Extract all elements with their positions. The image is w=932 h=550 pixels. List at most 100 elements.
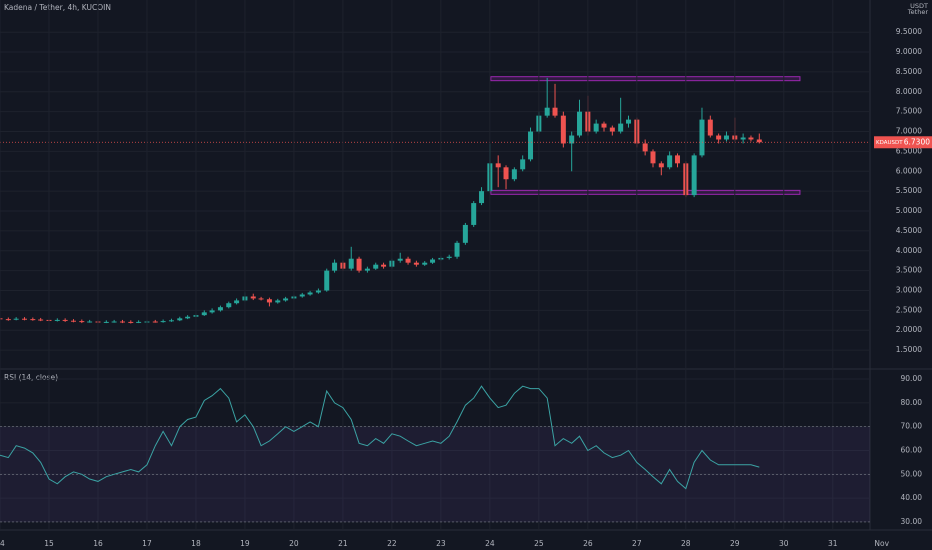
x-tick-label: 25 — [534, 539, 544, 548]
candle-body — [716, 135, 722, 140]
y-tick-label: 50.00 — [901, 469, 923, 478]
zone — [490, 189, 801, 195]
currency: USDT — [910, 2, 928, 10]
candle-body — [226, 303, 232, 308]
y-tick-label: 3.5000 — [896, 266, 922, 275]
candle-body — [54, 319, 60, 321]
candle-body — [650, 151, 656, 164]
x-tick-label: 31 — [828, 539, 838, 548]
candle-body — [87, 321, 93, 323]
symbol-label: KDAUSDT — [876, 140, 903, 146]
candle-body — [185, 316, 191, 319]
y-tick-label: 2.0000 — [896, 325, 922, 334]
y-tick-label: 3.0000 — [896, 286, 922, 295]
x-tick-label: Nov — [874, 539, 889, 548]
x-tick-label: 18 — [191, 539, 201, 548]
candle-body — [275, 300, 281, 303]
candle-body — [642, 143, 648, 152]
candle-body — [381, 264, 387, 267]
candle-body — [356, 258, 362, 271]
candle-body — [723, 135, 729, 140]
candle-body — [462, 224, 468, 243]
y-tick-label: 5.0000 — [896, 206, 922, 215]
y-tick-label: 2.5000 — [896, 305, 922, 314]
y-tick-label: 1.5000 — [896, 345, 922, 354]
candle-body — [593, 123, 599, 132]
candle-body — [70, 320, 76, 322]
candle-body — [373, 264, 379, 269]
y-tick-label: 30.00 — [901, 517, 923, 526]
candle-body — [250, 296, 256, 299]
candle-body — [748, 137, 754, 140]
x-tick-label: 16 — [93, 539, 103, 548]
candle-body — [528, 131, 534, 160]
candle-body — [62, 319, 68, 321]
x-tick-label: 29 — [730, 539, 740, 548]
candle-body — [625, 119, 631, 124]
rsi-line — [0, 385, 760, 490]
candle-body — [168, 320, 174, 322]
x-tick-label: 27 — [632, 539, 642, 548]
candle-body — [299, 294, 305, 297]
candle-body — [128, 321, 134, 323]
indicator-title: RSI (14, close) — [4, 373, 58, 382]
candle-body — [38, 319, 44, 321]
y-tick-label: 5.5000 — [896, 186, 922, 195]
x-tick-label: 17 — [142, 539, 152, 548]
candle-body — [258, 298, 264, 300]
candle-body — [324, 270, 330, 291]
candle-body — [454, 242, 460, 257]
chart-title: Kadena / Tether, 4h, KUCOIN — [4, 3, 111, 12]
price-label: 6.7300 — [904, 137, 930, 146]
y-tick-label: 9.5000 — [896, 27, 922, 36]
candle-body — [79, 321, 85, 323]
candle-body — [364, 268, 370, 271]
price-tag — [874, 136, 932, 149]
candle-body — [430, 259, 436, 263]
candle-body — [618, 123, 624, 132]
candle-body — [413, 262, 419, 265]
candle-body — [13, 318, 19, 320]
candle-body — [756, 139, 762, 143]
candle-body — [601, 123, 607, 128]
candle-body — [266, 299, 272, 303]
x-tick-label: 30 — [779, 539, 789, 548]
y-tick-label: 9.0000 — [896, 47, 922, 56]
candle-body — [495, 163, 501, 168]
candle-body — [560, 115, 566, 144]
candle-body — [30, 319, 36, 321]
candle-body — [315, 290, 321, 293]
candle-body — [577, 111, 583, 136]
candle-body — [119, 321, 125, 323]
x-tick-label: 20 — [289, 539, 299, 548]
y-tick-label: 70.00 — [901, 422, 923, 431]
candle-body — [699, 119, 705, 156]
candle-body — [348, 258, 354, 269]
candle-body — [471, 203, 477, 225]
candle-body — [609, 127, 615, 132]
candle-body — [307, 292, 313, 295]
candle-body — [707, 119, 713, 136]
x-tick-label: 28 — [681, 539, 691, 548]
candle-body — [674, 155, 680, 164]
candle-body — [479, 191, 485, 204]
zone — [490, 76, 801, 82]
y-tick-label: 8.0000 — [896, 87, 922, 96]
candle-body — [209, 310, 215, 313]
candle-body — [422, 262, 428, 265]
candle-body — [511, 169, 517, 180]
candle-body — [569, 135, 575, 144]
y-tick-label: 90.00 — [901, 374, 923, 383]
x-tick-label: 22 — [387, 539, 397, 548]
candle-body — [136, 321, 142, 323]
candle-body — [520, 159, 526, 170]
candle-body — [283, 298, 289, 301]
y-tick-label: 80.00 — [901, 398, 923, 407]
candle-body — [658, 163, 664, 168]
y-tick-label: 6.0000 — [896, 166, 922, 175]
x-tick-label: 14 — [0, 539, 5, 548]
currency-name: Tether — [907, 8, 929, 16]
x-tick-label: 15 — [44, 539, 54, 548]
candle-body — [691, 155, 697, 196]
